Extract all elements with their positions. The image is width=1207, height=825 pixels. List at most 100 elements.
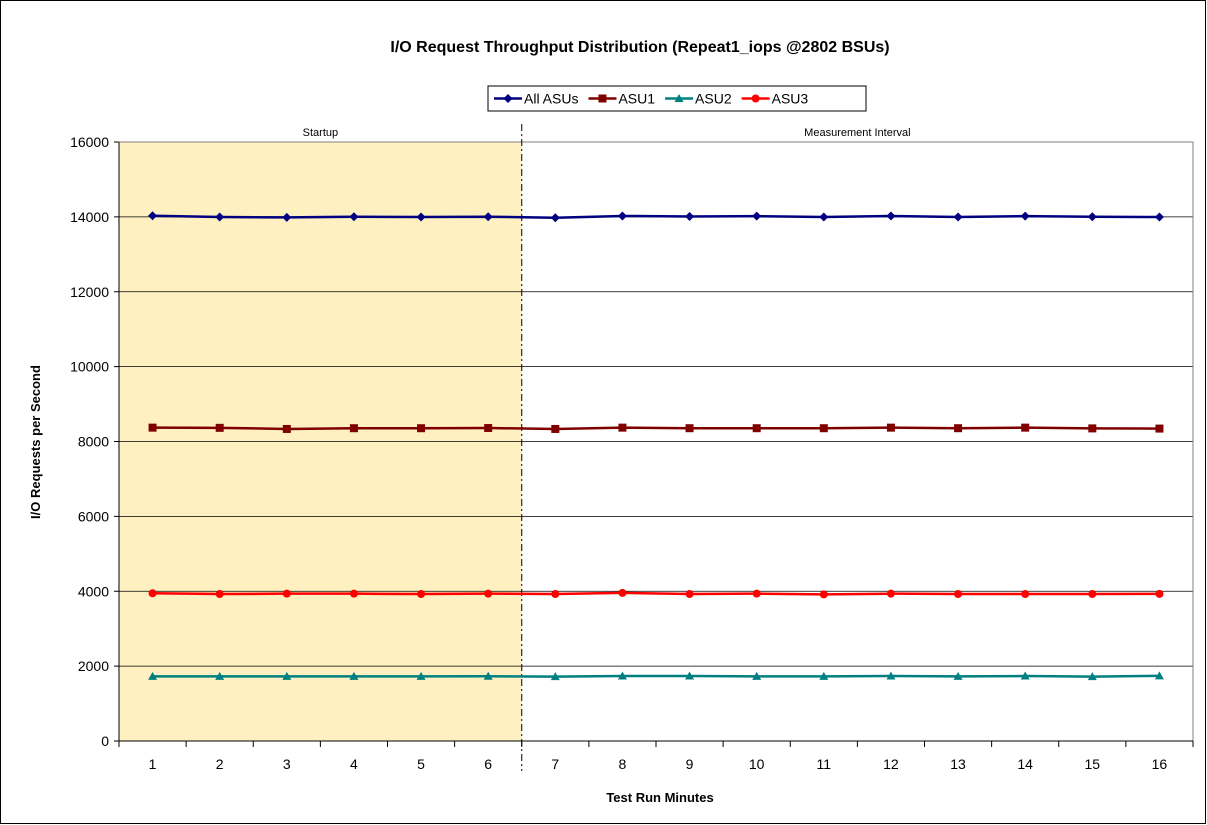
legend-label-asu1: ASU1 (618, 91, 655, 107)
series-asu3 (148, 588, 1164, 599)
x-tick-label: 3 (283, 756, 291, 772)
x-tick-label: 12 (883, 756, 899, 772)
data-point-asu2 (483, 671, 493, 680)
data-point-asu2 (1087, 672, 1097, 681)
data-point-asu1 (752, 424, 761, 433)
data-point-asu3 (417, 590, 426, 599)
data-point-asu1 (685, 424, 694, 433)
x-tick-label: 9 (686, 756, 694, 772)
series-line-asu1 (152, 426, 1160, 431)
legend-marker-asu3 (751, 94, 760, 103)
legend-label-all-asus: All ASUs (524, 91, 578, 107)
data-point-asu3 (618, 588, 627, 597)
data-point-asu3 (1155, 589, 1164, 598)
data-point-asu3 (1021, 590, 1030, 599)
y-tick-label: 8000 (78, 434, 109, 450)
data-point-all-asus (886, 211, 896, 221)
data-point-asu1 (349, 424, 358, 433)
series-line-all-asus (152, 214, 1160, 220)
data-point-asu3 (349, 589, 358, 598)
x-tick-label: 4 (350, 756, 358, 772)
data-point-asu1 (819, 424, 828, 433)
data-point-asu3 (215, 590, 224, 599)
data-point-all-asus (752, 211, 762, 221)
data-point-asu3 (1088, 590, 1097, 599)
data-point-asu3 (551, 590, 560, 599)
data-point-asu2 (752, 671, 762, 680)
x-tick-label: 8 (619, 756, 627, 772)
data-point-asu3 (282, 589, 291, 598)
chart-title: I/O Request Throughput Distribution (Rep… (390, 39, 889, 56)
data-point-asu3 (752, 589, 761, 598)
y-tick-label: 16000 (70, 134, 109, 150)
data-point-all-asus (953, 212, 963, 222)
legend-item-asu2: ASU2 (665, 91, 732, 107)
x-tick-label: 14 (1017, 756, 1033, 772)
data-point-asu3 (148, 589, 157, 598)
y-axis-title: I/O Requests per Second (28, 365, 43, 519)
x-tick-label: 11 (817, 756, 832, 772)
series-asu1 (148, 423, 1164, 433)
y-tick-label: 6000 (78, 508, 109, 524)
data-point-all-asus (1154, 212, 1164, 222)
x-tick-label: 2 (216, 756, 224, 772)
series-asu2 (148, 671, 1164, 681)
data-point-asu2 (617, 671, 627, 680)
data-point-all-asus (550, 213, 560, 223)
y-tick-label: 10000 (70, 359, 109, 375)
data-point-all-asus (416, 212, 426, 222)
x-tick-label: 15 (1085, 756, 1101, 772)
data-point-asu2 (416, 671, 426, 680)
data-point-asu1 (484, 424, 493, 433)
data-point-asu2 (685, 671, 695, 680)
data-point-all-asus (1020, 211, 1030, 221)
data-point-asu2 (1020, 671, 1030, 680)
region-label-startup: Startup (303, 127, 338, 139)
data-point-all-asus (148, 211, 158, 221)
data-point-asu2 (215, 671, 225, 680)
legend-marker-all-asus (503, 94, 513, 103)
x-tick-label: 10 (749, 756, 765, 772)
plot-area: Startup Measurement Interval 0 2000 4000 6000… (70, 124, 1194, 772)
data-point-asu2 (1154, 671, 1164, 680)
data-point-asu2 (148, 671, 158, 680)
x-tick-label: 13 (950, 756, 966, 772)
y-tick-label: 12000 (70, 284, 109, 300)
legend-item-asu1: ASU1 (588, 91, 655, 107)
x-tick-label: 6 (484, 756, 492, 772)
data-point-asu3 (685, 590, 694, 599)
data-point-asu2 (349, 671, 359, 680)
data-point-asu1 (215, 423, 224, 432)
data-point-all-asus (819, 212, 829, 222)
x-tick-label: 7 (551, 756, 559, 772)
data-point-asu1 (618, 423, 627, 432)
y-tick-label: 4000 (78, 583, 109, 599)
data-point-asu1 (1021, 423, 1030, 432)
data-point-all-asus (215, 212, 225, 222)
legend-marker-asu2 (674, 94, 684, 102)
data-point-asu1 (551, 424, 560, 433)
data-point-asu3 (819, 590, 828, 599)
series-line-asu2 (152, 674, 1160, 678)
x-tick-label: 16 (1152, 756, 1168, 772)
data-point-asu1 (148, 423, 157, 432)
data-point-all-asus (483, 212, 493, 222)
legend-item-asu3: ASU3 (741, 91, 809, 107)
data-point-asu1 (1155, 424, 1164, 433)
data-point-asu1 (282, 424, 291, 433)
data-point-asu2 (886, 671, 896, 680)
series-line-asu3 (152, 591, 1160, 596)
legend-label-asu3: ASU3 (772, 91, 809, 107)
x-axis-title: Test Run Minutes (606, 790, 713, 805)
series-all-asus (148, 211, 1164, 223)
data-point-asu1 (954, 424, 963, 433)
region-label-measurement: Measurement Interval (804, 127, 910, 139)
data-point-asu3 (886, 589, 895, 598)
data-point-asu2 (953, 671, 963, 680)
data-point-asu2 (819, 671, 829, 680)
y-tick-label: 14000 (70, 209, 109, 225)
data-point-asu1 (417, 424, 426, 433)
data-point-asu3 (484, 589, 493, 598)
data-point-all-asus (349, 212, 359, 222)
